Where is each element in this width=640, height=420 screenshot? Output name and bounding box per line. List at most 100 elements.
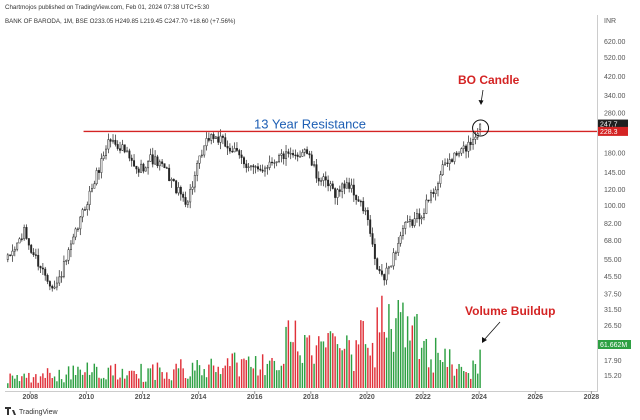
volume-bars (7, 295, 481, 388)
candle-body (147, 161, 150, 169)
published-line: Chartmojos published on TradingView.com,… (5, 4, 210, 11)
volume-bar (224, 365, 226, 388)
volume-bar (58, 369, 60, 388)
volume-bar (25, 377, 28, 388)
y-tick-label: 45.50 (604, 274, 622, 281)
volume-bar (91, 372, 93, 388)
volume-bar (411, 325, 414, 388)
candle-body (394, 252, 397, 254)
resistance-badge: 228.3 (598, 126, 628, 136)
volume-bar (376, 307, 378, 388)
candle-body (196, 163, 199, 176)
candle-body (460, 148, 463, 154)
candle-body (128, 150, 131, 159)
y-tick-label: 340.00 (604, 93, 626, 100)
volume-bar (93, 363, 96, 388)
candle-body (401, 228, 404, 237)
last-price-value: 247.7 (600, 122, 618, 129)
candle-body (329, 183, 332, 187)
bo-candle-annotation: BO Candle (458, 73, 520, 137)
volume-bar (243, 358, 245, 388)
volume-bar (135, 374, 138, 388)
y-tick-label: 37.50 (604, 292, 622, 299)
volume-bar (119, 377, 121, 388)
volume-buildup-label: Volume Buildup (465, 304, 555, 318)
volume-bar (348, 340, 350, 388)
volume-bar (79, 369, 82, 388)
volume-bar (65, 374, 67, 388)
candle-body (387, 266, 390, 269)
volume-bar (210, 358, 212, 388)
volume-bar (81, 374, 84, 388)
candle-body (357, 199, 360, 202)
volume-bar (166, 372, 168, 388)
volume-badge-bg (598, 340, 631, 349)
tradingview-logo[interactable]: TradingView (5, 407, 58, 416)
candle-body (207, 138, 210, 141)
candle-body (257, 166, 259, 170)
candle-body (280, 153, 283, 156)
candle-body (161, 161, 164, 164)
candle-body (352, 184, 355, 196)
candle-body (107, 139, 110, 150)
candle-body (315, 164, 318, 179)
volume-bar (343, 348, 346, 388)
y-tick-label: 55.00 (604, 257, 622, 264)
candle-body (198, 155, 201, 164)
candle-body (91, 188, 93, 192)
candle-body (324, 176, 327, 181)
candle-body (189, 189, 192, 203)
candle-body (364, 210, 367, 212)
candle-body (247, 166, 250, 168)
candle-body (266, 167, 269, 169)
y-tick-label: 26.50 (604, 323, 622, 330)
volume-bar (205, 377, 208, 388)
volume-bar (329, 331, 332, 388)
resistance-value: 228.3 (600, 129, 618, 136)
volume-bar (39, 376, 42, 388)
volume-bar (252, 368, 255, 388)
candle-body (154, 156, 157, 165)
candle-body (116, 144, 119, 149)
volume-bar (42, 373, 44, 388)
candle-body (74, 228, 77, 238)
candle-body (133, 160, 136, 167)
bo-candle-circle (472, 119, 490, 137)
candle-body (299, 156, 302, 158)
candle-body (231, 150, 234, 153)
candle-body (292, 153, 295, 156)
candle-body (369, 219, 372, 234)
volume-bar (16, 374, 18, 388)
candle-body (58, 276, 61, 284)
candle-body (301, 152, 304, 157)
candle-body (469, 141, 472, 145)
volume-bar (238, 376, 240, 388)
candle-body (158, 161, 161, 167)
candle-body (18, 238, 21, 244)
volume-bar (432, 372, 435, 388)
candle-body (472, 139, 475, 145)
candle-body (313, 164, 316, 166)
candle-body (9, 254, 12, 256)
volume-bar (107, 367, 110, 388)
candle-body (444, 162, 447, 165)
candle-body (406, 221, 409, 223)
volume-bar (374, 367, 376, 388)
candle-body (210, 134, 213, 141)
candle-body (11, 250, 14, 256)
candle-body (420, 217, 423, 220)
candle-body (282, 153, 285, 159)
volume-bar (67, 366, 70, 388)
candle-body (376, 258, 379, 270)
volume-bar (14, 378, 16, 388)
candle-body (137, 168, 140, 173)
candle-body (172, 179, 175, 182)
tradingview-icon (5, 407, 16, 415)
candle-body (458, 152, 461, 156)
candle-body (105, 148, 107, 157)
volume-bar (280, 365, 283, 388)
candle-body (240, 154, 243, 158)
volume-bar (381, 295, 383, 388)
volume-bar (308, 335, 311, 388)
